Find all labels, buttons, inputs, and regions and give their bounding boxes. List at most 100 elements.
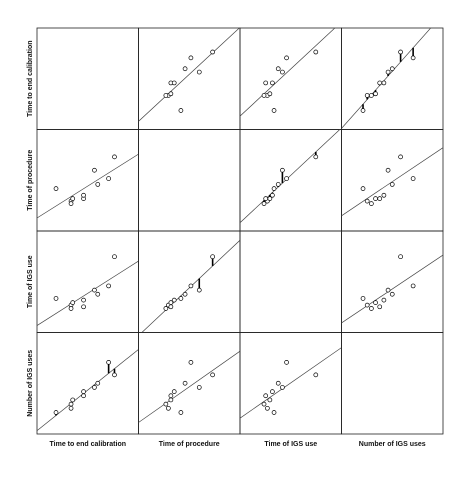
panel-content xyxy=(341,147,443,217)
point xyxy=(360,108,366,113)
point xyxy=(360,296,366,301)
point xyxy=(81,389,86,394)
point xyxy=(364,198,370,204)
point xyxy=(410,176,416,181)
point xyxy=(95,182,101,187)
point xyxy=(112,254,117,260)
point xyxy=(385,69,391,75)
point xyxy=(106,283,111,289)
point xyxy=(364,302,370,308)
point xyxy=(280,167,285,173)
regression-line xyxy=(141,239,240,333)
panel-content xyxy=(341,28,432,129)
point xyxy=(265,405,270,411)
column-label: Time to end calibration xyxy=(50,441,127,448)
point xyxy=(81,393,86,399)
point xyxy=(364,93,370,98)
panel-content xyxy=(138,350,240,423)
regression-line xyxy=(240,347,342,419)
regression-line xyxy=(138,350,240,423)
panel-content xyxy=(141,239,240,333)
point xyxy=(381,297,387,303)
point xyxy=(53,410,59,415)
point xyxy=(398,254,403,260)
point xyxy=(163,306,169,311)
point xyxy=(81,192,86,198)
row-label: Number of IGS uses xyxy=(27,350,34,417)
panel-content xyxy=(240,129,341,224)
point xyxy=(313,49,319,55)
point xyxy=(182,291,188,297)
point xyxy=(171,80,177,86)
point xyxy=(284,176,289,181)
panel xyxy=(341,332,444,435)
point xyxy=(369,201,374,206)
panel-content xyxy=(37,254,139,326)
point xyxy=(275,66,281,72)
panel xyxy=(138,332,241,435)
point xyxy=(166,405,171,411)
panel xyxy=(36,27,139,130)
regression-line xyxy=(37,348,139,432)
regression-line xyxy=(341,147,443,217)
panel-content xyxy=(240,347,342,419)
point xyxy=(280,69,285,75)
point xyxy=(271,108,277,113)
panel-content xyxy=(37,348,139,432)
point xyxy=(267,91,273,97)
point xyxy=(196,69,202,75)
point xyxy=(188,283,194,289)
point xyxy=(410,283,416,289)
point xyxy=(210,254,215,260)
point xyxy=(261,401,267,407)
point xyxy=(280,385,285,390)
point xyxy=(263,196,269,201)
point xyxy=(182,380,188,386)
regression-line xyxy=(138,28,240,122)
point xyxy=(261,93,267,98)
point xyxy=(112,154,117,160)
point xyxy=(261,201,267,206)
point xyxy=(178,296,184,301)
column-label: Time of IGS use xyxy=(264,441,317,448)
point xyxy=(284,55,289,61)
panel-content xyxy=(240,28,336,117)
point xyxy=(163,401,169,407)
panel xyxy=(239,129,342,232)
point xyxy=(389,291,395,297)
panel-content xyxy=(138,28,240,122)
point xyxy=(168,91,174,97)
point xyxy=(95,291,101,297)
point xyxy=(373,196,378,201)
panel xyxy=(341,129,444,232)
point xyxy=(168,393,174,399)
row-label: Time of procedure xyxy=(27,150,34,211)
point xyxy=(270,80,275,86)
panel xyxy=(239,230,342,333)
column-label: Time of procedure xyxy=(159,441,220,448)
point xyxy=(385,287,391,293)
point xyxy=(385,167,391,173)
row-label: Time of IGS use xyxy=(27,255,34,308)
point xyxy=(178,410,184,415)
point xyxy=(81,297,86,303)
panel-content xyxy=(341,254,443,324)
point xyxy=(68,405,74,411)
regression-line xyxy=(37,260,139,326)
point xyxy=(53,186,59,191)
point xyxy=(68,401,74,407)
point xyxy=(106,176,111,181)
regression-line xyxy=(37,153,139,219)
point xyxy=(377,196,383,201)
point xyxy=(360,186,366,191)
point xyxy=(271,186,277,191)
point xyxy=(168,304,174,310)
point xyxy=(188,55,194,61)
point xyxy=(275,182,281,187)
panel xyxy=(138,129,241,232)
regression-line xyxy=(341,254,443,324)
point xyxy=(313,372,319,378)
regression-line xyxy=(240,28,336,117)
point xyxy=(267,397,273,403)
